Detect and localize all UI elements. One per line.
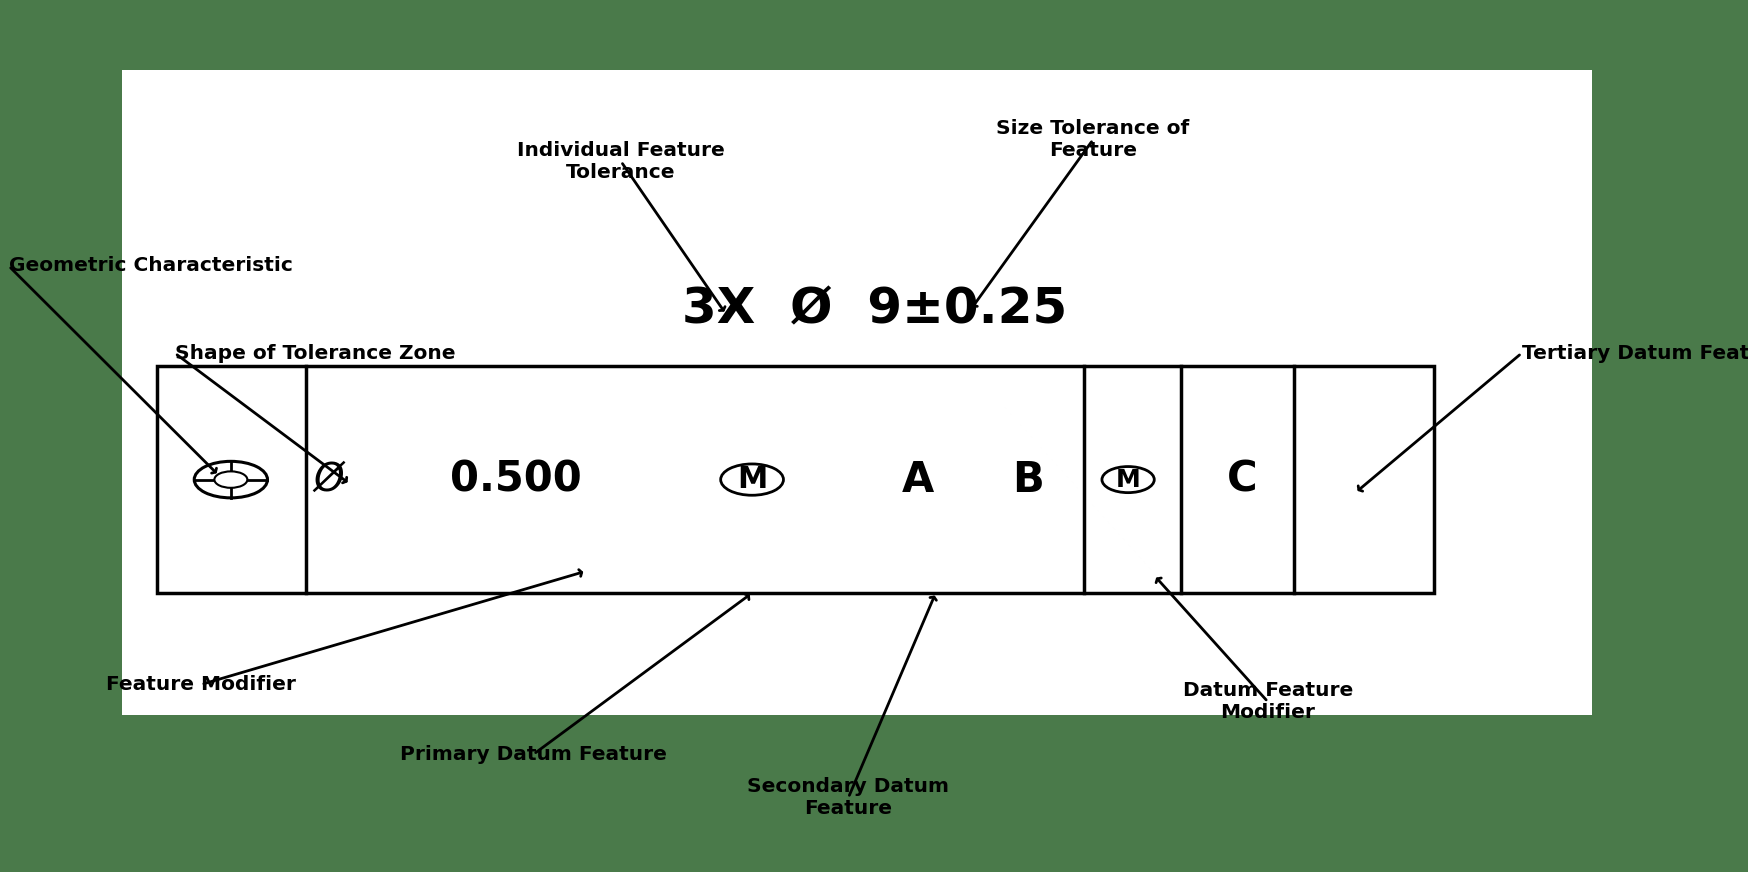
Circle shape — [1101, 467, 1154, 493]
Text: Secondary Datum
Feature: Secondary Datum Feature — [746, 777, 949, 819]
Text: M: M — [736, 465, 767, 494]
Text: Shape of Tolerance Zone: Shape of Tolerance Zone — [175, 344, 454, 363]
Text: B: B — [1012, 459, 1044, 501]
Circle shape — [215, 472, 246, 487]
Text: Ø: Ø — [313, 460, 344, 499]
Text: 3X  Ø  9±0.25: 3X Ø 9±0.25 — [682, 285, 1066, 334]
Text: Tertiary Datum Feature: Tertiary Datum Feature — [1521, 344, 1748, 363]
Text: Feature Modifier: Feature Modifier — [107, 675, 295, 694]
Bar — [122, 70, 1591, 715]
Text: Primary Datum Feature: Primary Datum Feature — [400, 745, 666, 764]
Text: Datum Feature
Modifier: Datum Feature Modifier — [1182, 681, 1353, 723]
Text: A: A — [902, 459, 933, 501]
Circle shape — [720, 464, 783, 495]
Text: Geometric Characteristic: Geometric Characteristic — [9, 256, 292, 276]
Text: Size Tolerance of
Feature: Size Tolerance of Feature — [996, 119, 1189, 160]
Text: M: M — [1115, 467, 1140, 492]
Text: C: C — [1225, 459, 1257, 501]
Bar — [157, 366, 1433, 593]
Text: Individual Feature
Tolerance: Individual Feature Tolerance — [517, 140, 724, 182]
Circle shape — [194, 461, 267, 498]
Text: 0.500: 0.500 — [449, 459, 582, 501]
